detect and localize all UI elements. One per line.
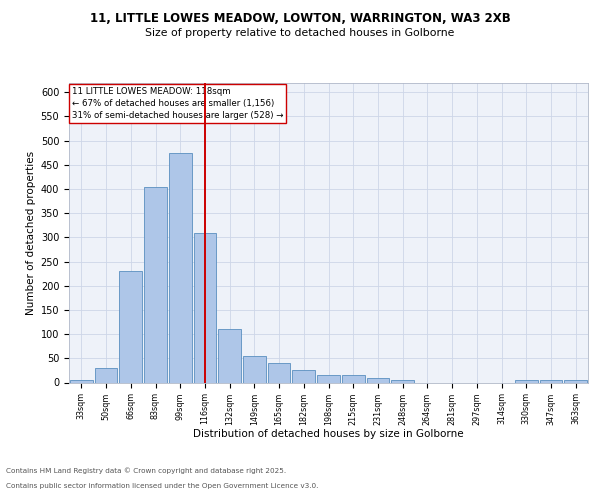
Bar bbox=[515, 380, 538, 382]
Text: 11, LITTLE LOWES MEADOW, LOWTON, WARRINGTON, WA3 2XB: 11, LITTLE LOWES MEADOW, LOWTON, WARRING… bbox=[89, 12, 511, 26]
Text: Contains HM Land Registry data © Crown copyright and database right 2025.: Contains HM Land Registry data © Crown c… bbox=[6, 468, 286, 474]
Text: Contains public sector information licensed under the Open Government Licence v3: Contains public sector information licen… bbox=[6, 483, 319, 489]
Bar bbox=[169, 152, 191, 382]
Bar bbox=[119, 271, 142, 382]
Bar bbox=[218, 330, 241, 382]
Bar bbox=[144, 186, 167, 382]
Bar bbox=[391, 380, 414, 382]
X-axis label: Distribution of detached houses by size in Golborne: Distribution of detached houses by size … bbox=[193, 429, 464, 439]
Bar bbox=[243, 356, 266, 382]
Bar bbox=[70, 380, 93, 382]
Bar bbox=[317, 375, 340, 382]
Bar bbox=[342, 375, 365, 382]
Text: Size of property relative to detached houses in Golborne: Size of property relative to detached ho… bbox=[145, 28, 455, 38]
Bar bbox=[539, 380, 562, 382]
Bar bbox=[292, 370, 315, 382]
Bar bbox=[564, 380, 587, 382]
Bar bbox=[95, 368, 118, 382]
Text: 11 LITTLE LOWES MEADOW: 118sqm
← 67% of detached houses are smaller (1,156)
31% : 11 LITTLE LOWES MEADOW: 118sqm ← 67% of … bbox=[71, 87, 283, 120]
Bar bbox=[194, 232, 216, 382]
Y-axis label: Number of detached properties: Number of detached properties bbox=[26, 150, 37, 314]
Bar bbox=[268, 363, 290, 382]
Bar bbox=[367, 378, 389, 382]
